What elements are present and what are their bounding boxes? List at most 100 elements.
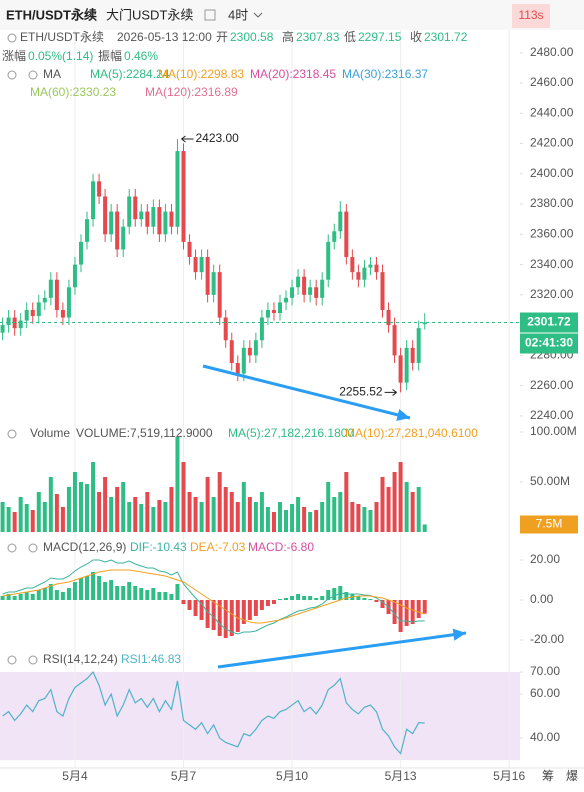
datetime: 2026-05-13 12:00 (117, 30, 212, 44)
volume-bar (344, 472, 349, 532)
candle-body (416, 328, 421, 363)
volume-bar (296, 497, 301, 532)
eye-icon[interactable] (7, 543, 17, 553)
rsi-band (0, 672, 520, 761)
candle-body (229, 340, 234, 363)
interval[interactable]: 4时 (228, 7, 248, 22)
last-price-box (520, 312, 578, 333)
volume-bar (253, 502, 258, 532)
macd-hist (356, 596, 361, 600)
y-tick-label: 60.00 (530, 686, 560, 700)
macd-hist (163, 592, 168, 600)
candle-body (139, 211, 144, 220)
volume-bar (223, 487, 228, 532)
candle-body (157, 207, 162, 235)
volume-bar (211, 497, 216, 532)
y-tick-label: 0.00 (530, 592, 554, 606)
eye-icon[interactable] (7, 655, 17, 665)
volume-bar (235, 502, 240, 532)
candle-body (127, 196, 132, 227)
macd-hist (241, 600, 246, 624)
candle-body (296, 276, 301, 288)
bell-icon[interactable] (28, 655, 38, 665)
ma-legend: MA(5):2284.24 (90, 67, 170, 81)
macd-hist (398, 600, 403, 632)
volume-bar (97, 492, 102, 532)
volume-bar (247, 497, 252, 532)
volume-bar (205, 477, 210, 532)
macd-hist (85, 576, 90, 600)
candle-body (290, 287, 295, 298)
y-tick-label: 2380.00 (530, 196, 574, 210)
volume-bar (169, 487, 174, 532)
candle-body (103, 196, 108, 235)
macd-hist (302, 596, 307, 600)
volume-bar (66, 487, 71, 532)
candle-body (97, 181, 102, 197)
volume-bar (308, 512, 313, 532)
candle-body (24, 309, 29, 321)
candle-body (145, 211, 150, 227)
volume-bar (229, 492, 234, 532)
volume-bar (181, 462, 186, 532)
ma-legend: MA(20):2318.45 (250, 67, 336, 81)
volume-bar (48, 477, 53, 532)
candle-body (332, 231, 337, 242)
volume-bar (362, 507, 367, 532)
macd-hist (368, 599, 373, 600)
volume-bar (193, 497, 198, 532)
candle-body (338, 211, 343, 232)
candle-body (42, 297, 47, 303)
volume-bar (356, 504, 361, 532)
candle-body (193, 257, 198, 273)
open-value: 2300.58 (230, 30, 274, 44)
rsi-line (2, 670, 425, 755)
volume-bar (139, 504, 144, 532)
macd-hist (42, 588, 47, 600)
bell-icon[interactable] (28, 70, 38, 80)
chips-icon[interactable]: 筹 (542, 769, 554, 783)
macd-hist (253, 600, 258, 616)
volume-bar (410, 492, 415, 532)
change-value: 0.05%(1.14) (28, 49, 93, 63)
interval-caret[interactable] (253, 12, 263, 18)
eye-icon[interactable] (7, 429, 17, 439)
trend-arrow (202, 364, 411, 420)
eye-icon[interactable] (7, 33, 17, 43)
volume-bar (265, 507, 270, 532)
candle-body (78, 241, 83, 265)
macd-hist (66, 588, 71, 600)
low-value: 2297.15 (358, 30, 402, 44)
macd-hist (60, 592, 65, 600)
y-tick-label: 50.00M (530, 474, 570, 488)
trend-arrow-head (452, 628, 466, 641)
macd-hist (277, 599, 282, 600)
eye-icon[interactable] (7, 70, 17, 80)
y-tick-label: 2420.00 (530, 136, 574, 150)
candle-body (302, 276, 307, 295)
candle-body (277, 302, 282, 314)
symbol[interactable]: ETH/USDT永续 (6, 7, 97, 22)
y-tick-label: 20.00 (530, 552, 560, 566)
ma-legend: MA(120):2316.89 (145, 85, 238, 99)
volume-bar (314, 510, 319, 532)
macd-hist (205, 600, 210, 628)
index-symbol[interactable]: 大门USDT永续 (106, 7, 193, 22)
bell-icon[interactable] (28, 543, 38, 553)
low-annotation: 2255.52 (339, 385, 383, 399)
high-arrow (181, 135, 194, 143)
candle-body (404, 347, 409, 383)
x-tick-label: 5月13 (385, 769, 417, 783)
macd-hist (404, 600, 409, 626)
macd-hist (54, 590, 59, 600)
macd-hist (6, 594, 11, 600)
low-label: 低 (344, 30, 356, 44)
edit-icon[interactable] (204, 9, 216, 21)
macd-hist (416, 600, 421, 618)
candle-body (0, 325, 5, 333)
volume-bar (0, 502, 5, 532)
macd-hist (169, 594, 174, 600)
macd-hist (247, 600, 252, 620)
macd-hist (380, 600, 385, 608)
liquidation-icon[interactable]: 爆 (566, 769, 578, 783)
